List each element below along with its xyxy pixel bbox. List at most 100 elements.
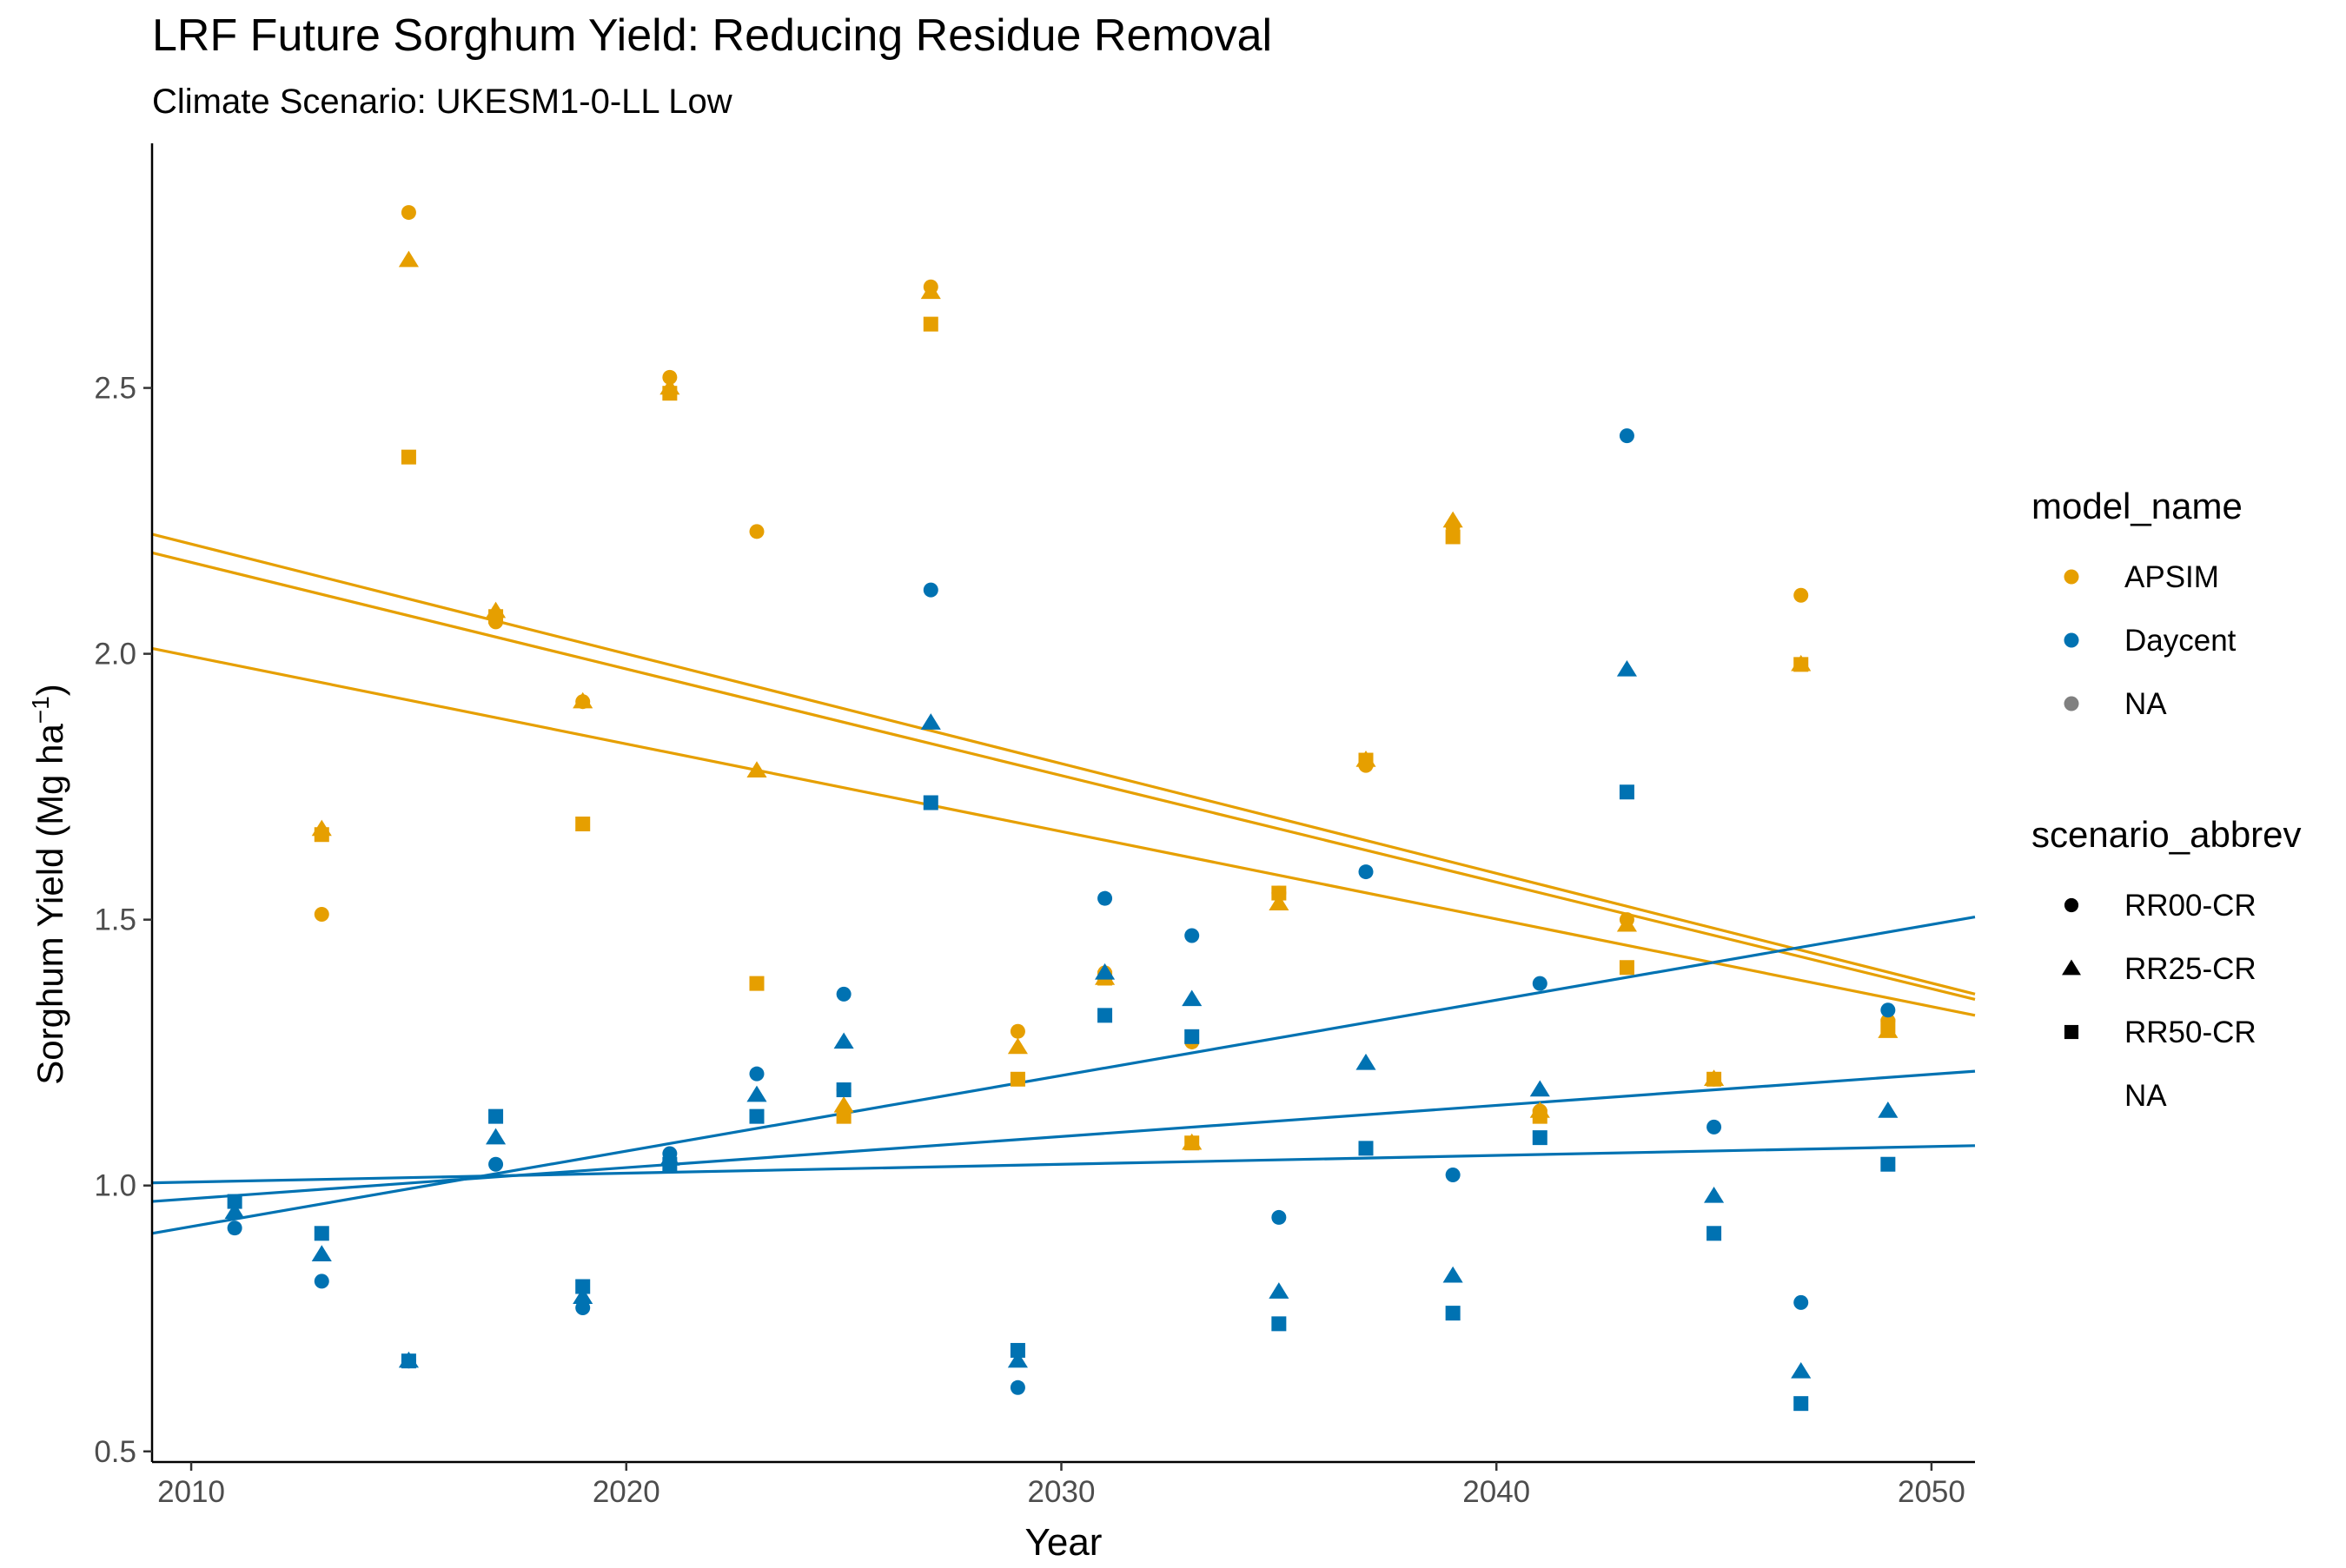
legend-label-apsim: APSIM [2124, 560, 2219, 594]
legend-label-scenario-rr25-cr: RR25-CR [2124, 952, 2257, 986]
legend-label-na: NA [2124, 687, 2167, 721]
point-daycent-rr50-cr-2045 [1706, 1226, 1722, 1241]
point-apsim-rr25-cr-2029 [1007, 1037, 1028, 1055]
point-apsim-rr25-cr-2035 [1269, 894, 1289, 910]
point-daycent-rr00-cr-2011 [227, 1221, 242, 1236]
y-axis-label-end: ) [30, 684, 70, 696]
point-daycent-rr25-cr-2019 [573, 1287, 593, 1304]
point-daycent-rr50-cr-2019 [575, 1279, 591, 1294]
point-daycent-rr50-cr-2031 [1097, 1008, 1113, 1023]
trend-line-1 [151, 533, 1976, 996]
point-daycent-rr25-cr-2045 [1704, 1186, 1725, 1203]
y-tick-label-3: 2.0 [94, 638, 136, 672]
point-daycent-rr00-cr-2039 [1445, 1167, 1461, 1182]
point-apsim-rr00-cr-2023 [749, 524, 765, 539]
point-daycent-rr50-cr-2033 [1184, 1029, 1200, 1044]
point-daycent-rr25-cr-2037 [1355, 1053, 1376, 1070]
point-apsim-rr50-cr-2045 [1706, 1071, 1722, 1087]
trend-line-6 [151, 1144, 1976, 1185]
trend-line-3 [151, 646, 1976, 1017]
legend-key-rr00-cr [2064, 897, 2079, 913]
point-daycent-rr50-cr-2025 [836, 1082, 852, 1098]
point-apsim-rr50-cr-2033 [1184, 1135, 1200, 1151]
trend-line-5 [151, 1069, 1976, 1203]
point-daycent-rr25-cr-2049 [1878, 1102, 1899, 1118]
point-daycent-rr00-cr-2019 [575, 1300, 591, 1315]
point-apsim-rr50-cr-2041 [1532, 1108, 1547, 1124]
x-tick-label-2030: 2030 [1028, 1475, 1096, 1509]
legend-key-daycent [2064, 632, 2079, 648]
point-daycent-rr50-cr-2043 [1619, 784, 1634, 800]
x-axis-label: Year [1025, 1521, 1103, 1564]
point-daycent-rr00-cr-2013 [314, 1274, 329, 1289]
point-apsim-rr50-cr-2035 [1271, 885, 1287, 901]
point-apsim-rr00-cr-2047 [1793, 587, 1809, 603]
point-daycent-rr25-cr-2013 [311, 1245, 332, 1261]
point-daycent-rr00-cr-2037 [1358, 864, 1374, 880]
point-apsim-rr50-cr-2015 [401, 449, 416, 465]
legend-label-scenario-na: NA [2124, 1079, 2167, 1113]
legend: model_name scenario_abbrev APSIM Daycent N… [2031, 486, 2302, 1113]
point-daycent-rr50-cr-2029 [1010, 1342, 1025, 1358]
point-daycent-rr00-cr-2025 [836, 986, 852, 1002]
point-daycent-rr25-cr-2039 [1442, 1266, 1463, 1283]
point-daycent-rr25-cr-2027 [920, 713, 941, 730]
point-apsim-rr50-cr-2023 [749, 976, 765, 991]
y-tick-label-4: 2.5 [94, 372, 136, 406]
legend-scenario-title: scenario_abbrev [2031, 814, 2302, 855]
point-daycent-rr50-cr-2037 [1358, 1141, 1374, 1156]
point-daycent-rr50-cr-2039 [1445, 1306, 1461, 1321]
point-apsim-rr50-cr-2013 [314, 827, 329, 843]
point-apsim-rr00-cr-2013 [314, 907, 329, 923]
point-daycent-rr25-cr-2033 [1182, 989, 1203, 1007]
point-apsim-rr50-cr-2047 [1793, 657, 1809, 672]
point-daycent-rr00-cr-2029 [1010, 1379, 1025, 1395]
point-apsim-rr25-cr-2039 [1442, 511, 1463, 528]
point-daycent-rr00-cr-2031 [1097, 890, 1113, 906]
point-daycent-rr00-cr-2047 [1793, 1294, 1809, 1310]
legend-label-daycent: Daycent [2124, 624, 2237, 658]
point-apsim-rr00-cr-2029 [1010, 1023, 1025, 1039]
legend-label-scenario-rr00-cr: RR00-CR [2124, 889, 2257, 923]
point-daycent-rr25-cr-2011 [224, 1202, 245, 1220]
point-daycent-rr00-cr-2049 [1880, 1002, 1896, 1018]
point-apsim-rr00-cr-2021 [662, 369, 678, 385]
point-daycent-rr00-cr-2041 [1532, 976, 1547, 991]
point-apsim-rr50-cr-2037 [1358, 752, 1374, 768]
x-tick-label-2050: 2050 [1898, 1475, 1965, 1509]
point-daycent-rr00-cr-2023 [749, 1066, 765, 1082]
point-daycent-rr50-cr-2047 [1793, 1396, 1809, 1412]
point-daycent-rr50-cr-2015 [401, 1353, 416, 1369]
point-apsim-rr50-cr-2049 [1880, 1018, 1896, 1034]
x-tick-label-2020: 2020 [593, 1475, 660, 1509]
point-daycent-rr25-cr-2035 [1269, 1282, 1289, 1299]
point-apsim-rr25-cr-2025 [833, 1095, 854, 1113]
point-apsim-rr50-cr-2043 [1619, 960, 1634, 976]
legend-key-na [2064, 696, 2079, 711]
y-axis-label-main: Sorghum Yield (Mg ha [30, 724, 70, 1085]
point-daycent-rr25-cr-2025 [833, 1032, 854, 1049]
point-apsim-rr50-cr-2021 [662, 386, 678, 401]
point-daycent-rr25-cr-2029 [1007, 1351, 1028, 1368]
legend-key-rr50-cr [2064, 1024, 2079, 1040]
point-daycent-rr25-cr-2047 [1791, 1361, 1812, 1379]
point-daycent-rr25-cr-2043 [1616, 659, 1637, 677]
point-daycent-rr25-cr-2041 [1529, 1080, 1550, 1097]
point-apsim-rr00-cr-2015 [401, 205, 416, 221]
point-daycent-rr50-cr-2017 [488, 1108, 504, 1124]
point-daycent-rr50-cr-2041 [1532, 1130, 1547, 1146]
plot-layer [151, 205, 1976, 1412]
point-apsim-rr25-cr-2019 [573, 691, 593, 709]
chart-subtitle: Climate Scenario: UKESM1-0-LL Low [152, 83, 732, 121]
x-tick-label-2040: 2040 [1462, 1475, 1530, 1509]
point-daycent-rr50-cr-2011 [227, 1194, 242, 1209]
y-tick-label-0: 0.5 [94, 1435, 136, 1469]
axes-layer: 2010 2020 2030 2040 2050 0.5 1.0 1.5 2.0 2.5 [94, 143, 1975, 1509]
legend-key-rr25-cr [2062, 959, 2081, 976]
point-daycent-rr50-cr-2023 [749, 1108, 765, 1124]
point-daycent-rr25-cr-2023 [746, 1085, 767, 1102]
point-daycent-rr00-cr-2033 [1184, 928, 1200, 943]
point-daycent-rr00-cr-2017 [488, 1156, 504, 1172]
chart-title: LRF Future Sorghum Yield: Reducing Resid… [152, 10, 1272, 61]
